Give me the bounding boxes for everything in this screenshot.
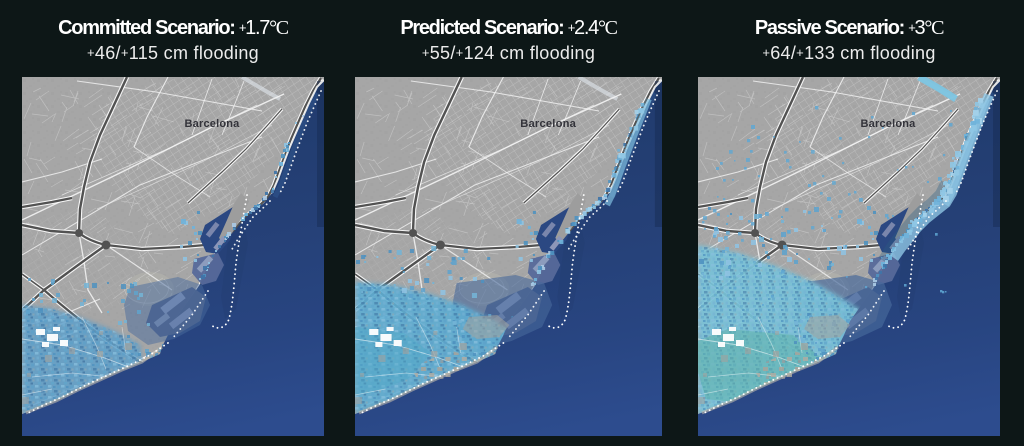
svg-text:Barcelona: Barcelona <box>520 118 576 130</box>
svg-text:Barcelona: Barcelona <box>185 118 241 130</box>
svg-text:Barcelona: Barcelona <box>861 118 917 130</box>
